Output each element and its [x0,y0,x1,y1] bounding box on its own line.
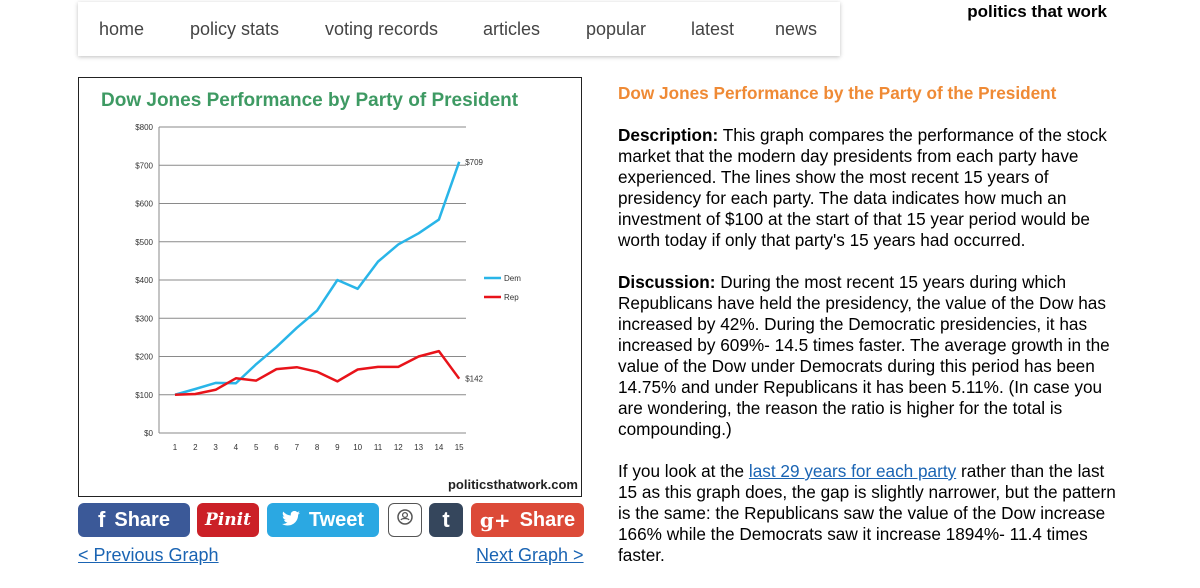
facebook-icon: f [98,507,106,532]
x-tick-label: 7 [295,443,300,452]
x-tick-label: 13 [414,443,423,452]
y-tick-label: $300 [135,314,153,323]
end-value-label: $142 [465,375,483,384]
facebook-share-label: Share [114,508,170,531]
nav-latest[interactable]: latest [691,18,735,39]
x-tick-label: 2 [193,443,198,452]
discussion-label: Discussion: [618,272,716,292]
nav-policy-stats[interactable]: policy stats [190,18,280,39]
twitter-tweet-label: Tweet [308,508,365,531]
share-buttons: f Share Pinit Tweet t g+ Share [78,503,584,537]
y-tick-label: $800 [135,123,153,132]
legend-label-rep: Rep [504,293,519,302]
googleplus-share-label: Share [519,508,576,531]
x-tick-label: 9 [335,443,340,452]
nav-home[interactable]: home [99,18,145,39]
x-tick-label: 4 [234,443,239,452]
chart-watermark: politicsthatwork.com [448,477,578,492]
x-tick-label: 12 [394,443,403,452]
x-tick-label: 1 [173,443,178,452]
pinterest-button[interactable]: Pinit [197,503,259,537]
x-tick-label: 15 [455,443,464,452]
nav-articles[interactable]: articles [483,18,541,39]
article: Dow Jones Performance by the Party of th… [618,83,1118,587]
y-tick-label: $200 [135,353,153,362]
twitter-bird-icon [281,509,300,532]
x-tick-label: 10 [353,443,362,452]
site-brand[interactable]: politics that work [967,2,1107,21]
nav-popular[interactable]: popular [586,18,647,39]
chart-svg: Dow Jones Performance by Party of Presid… [101,90,578,492]
y-tick-label: $400 [135,276,153,285]
x-tick-label: 8 [315,443,320,452]
description-label: Description: [618,125,719,145]
last-29-years-link[interactable]: last 29 years for each party [748,461,957,481]
x-tick-label: 11 [374,443,383,452]
stumbleupon-button[interactable] [388,503,422,537]
y-tick-label: $0 [144,429,153,438]
discussion-text: During the most recent 15 years during w… [618,272,1110,439]
x-tick-label: 6 [274,443,279,452]
next-graph-link[interactable]: Next Graph > [476,545,584,565]
description-text: This graph compares the performance of t… [618,125,1107,250]
article-title: Dow Jones Performance by the Party of th… [618,83,1057,103]
facebook-share-button[interactable]: f Share [78,503,190,537]
chart-title: Dow Jones Performance by Party of Presid… [101,90,519,111]
comparison-text-post: rather than the last 15 as this graph do… [618,461,1116,565]
googleplus-icon: g+ [479,508,511,532]
y-tick-label: $100 [135,391,153,400]
twitter-tweet-button[interactable]: Tweet [267,503,379,537]
x-tick-label: 14 [434,443,443,452]
y-tick-label: $500 [135,238,153,247]
x-tick-label: 3 [213,443,218,452]
top-nav: home policy stats voting records article… [78,2,840,56]
description-paragraph: Description: This graph compares the per… [618,125,1118,251]
nav-news[interactable]: news [775,18,818,39]
comparison-text-pre: If you look at the [618,461,749,481]
series-line-dem [174,161,461,396]
nav-voting-records[interactable]: voting records [325,18,439,39]
end-value-label: $709 [465,158,483,167]
chart-container: Dow Jones Performance by Party of Presid… [78,77,582,497]
discussion-paragraph: Discussion: During the most recent 15 ye… [618,272,1118,440]
googleplus-share-button[interactable]: g+ Share [471,503,584,537]
comparison-paragraph: If you look at the last 29 years for eac… [618,461,1118,566]
x-tick-label: 5 [254,443,259,452]
pinterest-label: Pinit [205,510,251,530]
tumblr-icon: t [442,507,450,532]
stumbleupon-icon [395,507,415,533]
previous-graph-link[interactable]: < Previous Graph [78,545,219,565]
legend-label-dem: Dem [504,274,521,283]
y-tick-label: $600 [135,200,153,209]
y-tick-label: $700 [135,161,153,170]
series-line-rep [174,349,461,396]
tumblr-button[interactable]: t [429,503,463,537]
